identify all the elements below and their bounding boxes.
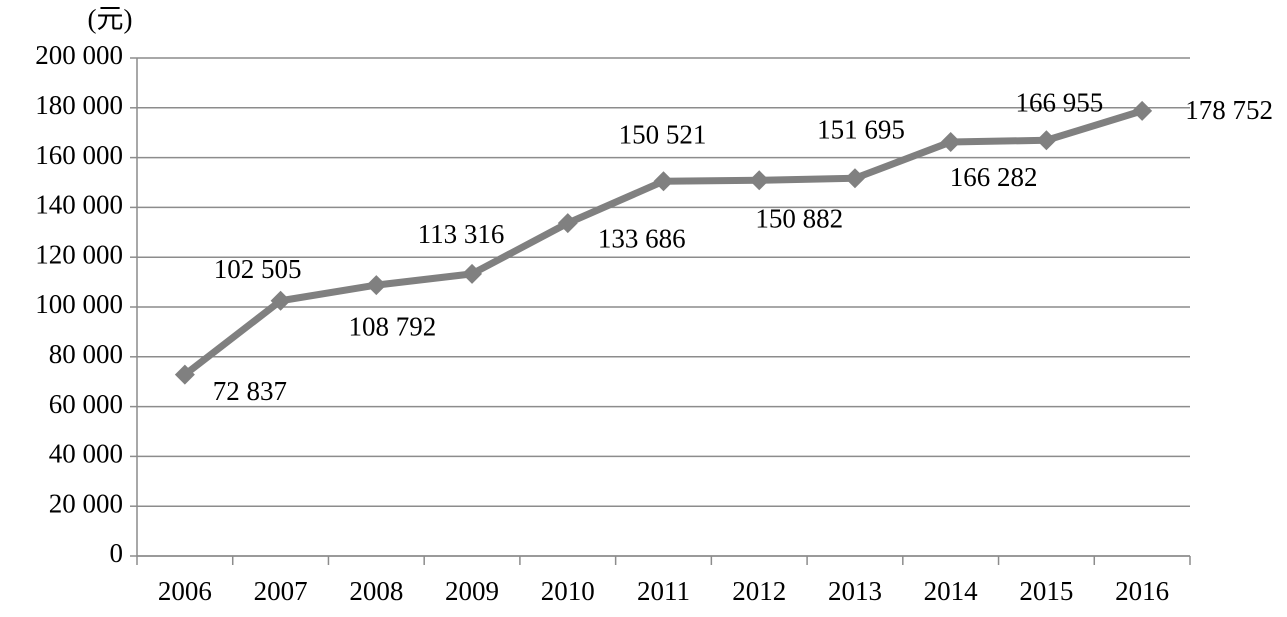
y-tick-label: 160 000 (35, 140, 123, 170)
data-marker (557, 213, 578, 234)
y-tick-label: 20 000 (49, 488, 123, 518)
y-tick-label: 200 000 (35, 40, 123, 70)
x-tick-label: 2007 (254, 576, 308, 606)
x-tick-label: 2009 (445, 576, 499, 606)
value-label: 151 695 (817, 114, 905, 144)
y-tick-label: 60 000 (49, 389, 123, 419)
value-label: 72 837 (213, 376, 287, 406)
y-tick-label: 180 000 (35, 90, 123, 120)
y-axis-label: (元) (88, 4, 133, 34)
y-tick-label: 100 000 (35, 289, 123, 319)
value-label: 102 505 (214, 254, 302, 284)
x-tick-label: 2006 (158, 576, 212, 606)
x-tick-label: 2016 (1115, 576, 1169, 606)
data-marker (174, 364, 195, 385)
data-marker (940, 131, 961, 152)
value-label: 113 316 (418, 219, 505, 249)
data-marker (1132, 100, 1153, 121)
data-marker (749, 170, 770, 191)
data-marker (1036, 130, 1057, 151)
x-tick-label: 2015 (1019, 576, 1073, 606)
value-label: 108 792 (348, 311, 436, 341)
value-label: 166 282 (950, 162, 1038, 192)
y-tick-label: 80 000 (49, 339, 123, 369)
x-tick-label: 2014 (924, 576, 979, 606)
value-label: 150 882 (755, 204, 843, 234)
data-marker (366, 275, 387, 296)
value-label: 150 521 (619, 119, 707, 149)
y-tick-label: 140 000 (35, 190, 123, 220)
x-tick-label: 2011 (637, 576, 690, 606)
data-marker (844, 168, 865, 189)
x-tick-label: 2008 (349, 576, 403, 606)
y-tick-label: 120 000 (35, 239, 123, 269)
value-label: 133 686 (598, 223, 686, 253)
x-tick-label: 2012 (732, 576, 786, 606)
value-label: 166 955 (1016, 87, 1104, 117)
x-tick-label: 2013 (828, 576, 882, 606)
y-tick-label: 40 000 (49, 439, 123, 469)
x-tick-label: 2010 (541, 576, 595, 606)
data-marker (462, 263, 483, 284)
y-tick-label: 0 (110, 538, 124, 568)
data-marker (653, 171, 674, 192)
data-marker (270, 290, 291, 311)
value-label: 178 752 (1185, 95, 1273, 125)
